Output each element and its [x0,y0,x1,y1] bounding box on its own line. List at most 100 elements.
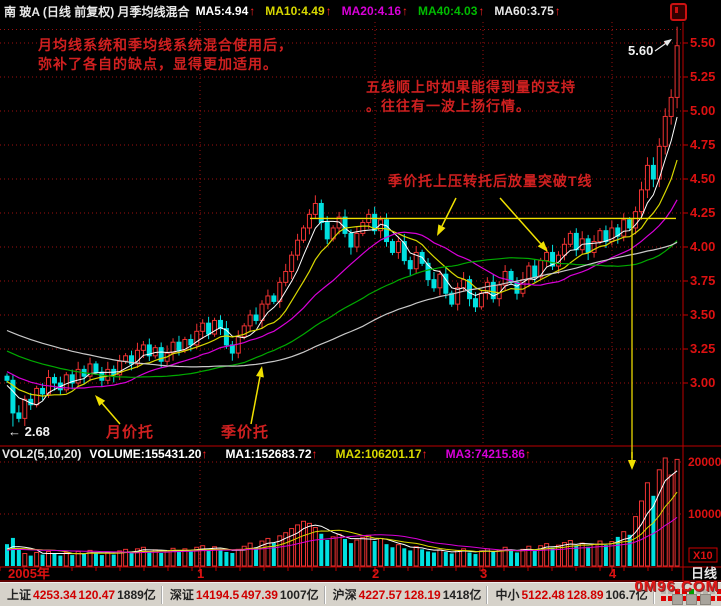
annotation-note1-line1: 月均线系统和季均线系统混合使用后， [38,37,293,53]
price-tick-label: 3.75 [690,273,715,288]
volume-bar-down [603,545,608,566]
volume-tick-label: 20000 [688,455,721,469]
candle-up [301,227,306,241]
volume-bar-down [230,553,235,566]
candle-down [431,279,437,289]
volume-bar-up [395,544,401,567]
volume-header: VOL2(5,10,20) VOLUME:155431.20↑ MA1:15268… [2,447,557,461]
price-tick-label: 3.50 [690,307,715,322]
market-square [660,589,666,594]
volume-bar-down [58,555,63,566]
price-ma20-line [6,199,678,389]
candle-up [526,265,532,281]
volume-ma-lines [6,470,678,555]
volume-bar-down [224,551,229,566]
candle-down [40,387,46,395]
volume-bar-down [514,552,519,566]
volume-bar-down [408,550,413,566]
volume-bar-down [28,555,33,566]
candle-down [51,377,57,384]
volume-bar-down [586,546,591,566]
analyst-overlays [95,39,676,470]
index-amount: 1889亿 [117,588,156,602]
candle-down [342,216,348,234]
ma-legend: MA5:4.94↑ MA10:4.49↑ MA20:4.16↑ MA40:4.03↑ M… [196,4,571,18]
volume-bar-up [295,524,301,567]
price-ma5-line [6,116,678,406]
annotation-note2-line1: 五线顺上时如果能得到量的支持 [366,79,576,95]
price-ma60-line [6,241,678,368]
candle-down [573,232,579,251]
index-sme[interactable]: 中小 5122.48 128.89 106.7亿 [488,586,655,604]
volume-bar-up [478,550,484,567]
annotation-arrow [441,197,457,227]
volume-bar-down [467,552,472,566]
candle-down [389,241,395,253]
candle-down [253,314,259,321]
volume-bar-down [348,543,353,566]
volume-bar-up [609,541,615,567]
grid: 5.50 5.25 5.00 4.75 4.50 4.25 4.00 3.75 3.50 3.25… [0,22,721,582]
annotation-arrowhead [628,460,636,470]
volume-bar-up [336,533,342,567]
candle-down [69,374,75,384]
legend-item: MA60:3.75↑ [494,4,561,18]
volume-bar-up [46,550,52,567]
index-value: 4227.57 [358,588,403,602]
candle-down [384,219,390,243]
candle-down [603,230,609,243]
candle-up [662,115,668,147]
candle-down [627,219,633,229]
watermark: 0M96.COM [634,578,719,595]
annotation-note1-line2: 弥补了各自的缺点，显得更加适用。 [38,56,278,72]
candle-up [140,344,146,351]
candle-down [401,241,407,262]
volume-bar-up [621,531,627,567]
volume-bar-up [544,543,550,567]
market-square [695,596,701,601]
index-shanghai[interactable]: 上证 4253.34 120.47 1889亿 [0,586,163,604]
candle-down [271,295,277,302]
candle-down [449,292,455,305]
index-hs300[interactable]: 沪深 4227.57 128.19 1418亿 [326,586,489,604]
legend-item: MA10:4.49↑ [265,4,332,18]
volume-bar-down [188,551,193,566]
candle-down [532,265,538,278]
volume-bar-up [461,548,467,567]
candle-up [105,368,111,381]
candle-down [585,238,591,253]
volume-bars [5,457,680,567]
volume-bar-up [520,548,526,567]
candle-up [621,219,627,237]
index-change: 120.47 [78,588,116,602]
index-shenzhen[interactable]: 深证 14194.5 497.39 1007亿 [163,586,326,604]
volume-bar-down [372,541,377,566]
index-name: 深证 [169,588,194,602]
candle-up [561,243,567,256]
candle-down [158,347,164,362]
volume-bar-down [550,547,555,566]
candle-up [194,330,200,346]
volume-bar-up [117,550,123,567]
volume-bar-up [235,548,241,567]
candle-down [318,202,324,224]
candlestick-series [4,26,680,427]
volume-bar-up [289,528,295,567]
volume-bar-down [426,551,431,566]
volume-bar-up [34,551,40,567]
market-square [709,596,715,601]
candle-up [283,270,289,283]
market-square [688,589,694,594]
candle-down [16,412,22,419]
volume-bar-up [644,482,650,567]
volume-bar-up [455,549,461,567]
app-icon[interactable] [670,3,687,21]
label-quarter-support: 季价托 [221,424,270,441]
watermark-icon [700,594,711,605]
chart-canvas[interactable]: 5.50 5.25 5.00 4.75 4.50 4.25 4.00 3.75 3.50 3.25… [0,22,721,582]
price-tick-label: 4.25 [690,205,715,220]
candle-up [247,314,253,327]
volume-indicator-name: VOL2(5,10,20) [2,447,82,461]
unit-box [688,547,718,563]
volume-bar-up [366,534,372,567]
